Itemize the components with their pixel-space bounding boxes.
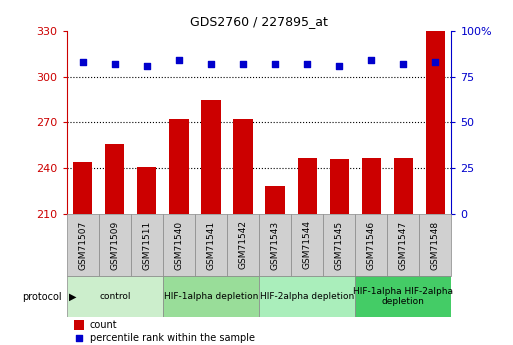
Text: GSM71546: GSM71546 [367, 220, 376, 269]
FancyBboxPatch shape [227, 214, 259, 276]
FancyBboxPatch shape [355, 276, 451, 317]
FancyBboxPatch shape [131, 214, 163, 276]
Text: HIF-2alpha depletion: HIF-2alpha depletion [260, 292, 354, 301]
Bar [73, 162, 92, 214]
FancyBboxPatch shape [195, 214, 227, 276]
FancyBboxPatch shape [355, 214, 387, 276]
FancyBboxPatch shape [420, 214, 451, 276]
Text: GSM71548: GSM71548 [431, 220, 440, 269]
Text: HIF-1alpha depletion: HIF-1alpha depletion [164, 292, 258, 301]
Text: GSM71540: GSM71540 [174, 220, 184, 269]
Title: GDS2760 / 227895_at: GDS2760 / 227895_at [190, 16, 328, 29]
Text: protocol: protocol [22, 292, 62, 302]
Text: GSM71511: GSM71511 [142, 220, 151, 269]
Bar [265, 186, 285, 214]
Point [207, 61, 215, 67]
FancyBboxPatch shape [259, 276, 355, 317]
FancyBboxPatch shape [259, 214, 291, 276]
Text: count: count [90, 320, 117, 330]
FancyBboxPatch shape [98, 214, 131, 276]
Bar [298, 158, 317, 214]
Point [367, 58, 376, 63]
Point [335, 63, 343, 69]
Bar [74, 320, 84, 330]
Text: GSM71509: GSM71509 [110, 220, 120, 269]
Point [303, 61, 311, 67]
Point [143, 63, 151, 69]
Text: GSM71544: GSM71544 [303, 220, 312, 269]
Bar [137, 167, 156, 214]
Point [399, 61, 407, 67]
FancyBboxPatch shape [291, 214, 323, 276]
FancyBboxPatch shape [163, 276, 259, 317]
Text: GSM71541: GSM71541 [206, 220, 215, 269]
Bar [233, 119, 252, 214]
Bar [329, 159, 349, 214]
Text: HIF-1alpha HIF-2alpha
depletion: HIF-1alpha HIF-2alpha depletion [353, 287, 453, 306]
Bar [105, 144, 124, 214]
FancyBboxPatch shape [67, 214, 98, 276]
Point [239, 61, 247, 67]
Bar [393, 158, 413, 214]
FancyBboxPatch shape [387, 214, 420, 276]
Bar [169, 119, 189, 214]
Text: GSM71545: GSM71545 [334, 220, 344, 269]
FancyBboxPatch shape [323, 214, 355, 276]
Point [75, 335, 83, 341]
FancyBboxPatch shape [163, 214, 195, 276]
Bar [426, 31, 445, 214]
Bar [201, 100, 221, 214]
Text: percentile rank within the sample: percentile rank within the sample [90, 333, 255, 343]
Point [111, 61, 119, 67]
Bar [362, 158, 381, 214]
FancyBboxPatch shape [67, 276, 163, 317]
Text: GSM71542: GSM71542 [239, 220, 248, 269]
Text: GSM71543: GSM71543 [270, 220, 280, 269]
Point [175, 58, 183, 63]
Point [431, 59, 440, 65]
Text: GSM71507: GSM71507 [78, 220, 87, 269]
Point [78, 59, 87, 65]
Text: control: control [99, 292, 130, 301]
Text: ▶: ▶ [69, 292, 77, 302]
Point [271, 61, 279, 67]
Text: GSM71547: GSM71547 [399, 220, 408, 269]
